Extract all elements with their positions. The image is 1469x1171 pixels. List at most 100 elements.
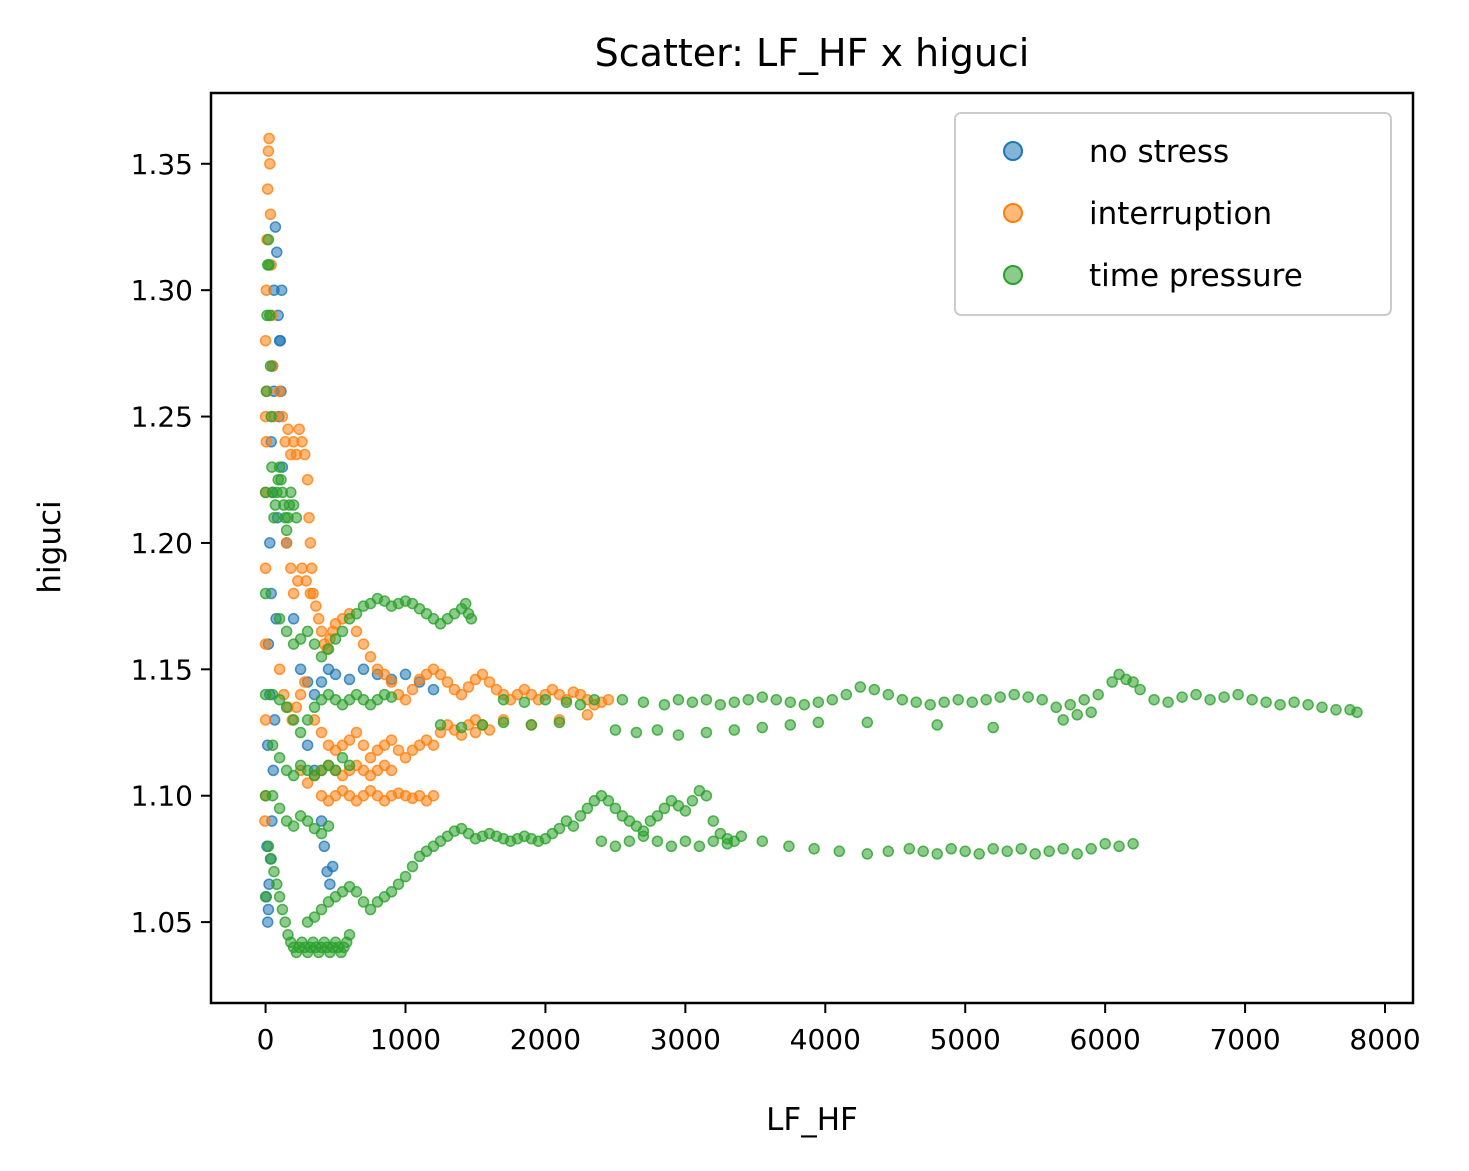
data-point [357, 739, 370, 751]
data-point [268, 511, 280, 524]
data-point [1232, 688, 1244, 701]
data-point [1050, 701, 1062, 714]
data-point [483, 676, 496, 688]
data-point [290, 511, 303, 524]
data-point [287, 714, 300, 726]
data-point [1092, 688, 1104, 701]
data-point [1127, 838, 1139, 850]
legend-marker [1003, 141, 1023, 161]
data-point [260, 436, 273, 448]
data-point [672, 693, 685, 706]
data-point [1134, 683, 1146, 696]
data-point [322, 643, 335, 655]
x-tick-label: 3000 [650, 1023, 721, 1056]
data-point [264, 158, 276, 170]
data-point [707, 815, 720, 827]
data-point [861, 848, 874, 860]
data-point [308, 911, 321, 923]
x-axis-label: LF_HF [766, 1102, 858, 1138]
data-point [987, 721, 999, 734]
data-point [476, 668, 489, 681]
data-point [721, 838, 734, 850]
data-point [262, 145, 275, 157]
data-point [728, 696, 741, 708]
data-point [280, 524, 293, 537]
data-point [1036, 693, 1048, 706]
data-point [268, 865, 280, 878]
data-point [665, 840, 678, 853]
data-point [1113, 840, 1125, 853]
data-point [1071, 848, 1083, 860]
data-point [296, 562, 308, 574]
data-point [917, 845, 929, 858]
data-point [329, 668, 342, 681]
data-point [783, 840, 795, 853]
data-point [553, 716, 566, 729]
data-point [686, 795, 699, 807]
data-point [294, 633, 307, 645]
y-tick-label: 1.20 [131, 527, 193, 560]
data-point [756, 835, 769, 847]
data-point [260, 385, 273, 398]
data-point [931, 848, 943, 860]
data-point [539, 693, 552, 706]
data-point [350, 886, 363, 898]
data-point [469, 726, 482, 739]
data-point [262, 903, 275, 916]
data-point [264, 537, 276, 549]
data-point [343, 759, 356, 772]
data-point [651, 810, 664, 822]
data-point [315, 903, 328, 916]
data-point [459, 597, 472, 610]
data-point [287, 613, 300, 625]
data-point [280, 537, 293, 549]
data-point [966, 696, 978, 708]
x-tick-label: 0 [257, 1023, 275, 1056]
data-point [343, 734, 356, 746]
legend-box [954, 112, 1392, 316]
data-point [264, 309, 276, 322]
plot-frame [209, 91, 1415, 1005]
data-point [364, 903, 377, 916]
x-tick-label: 4000 [790, 1023, 861, 1056]
x-tick-label: 7000 [1209, 1023, 1280, 1056]
data-point [1078, 693, 1090, 706]
data-point [301, 777, 314, 789]
data-point [700, 693, 713, 706]
data-point [651, 835, 664, 847]
data-point [427, 789, 440, 802]
data-point [735, 830, 748, 842]
data-point [588, 693, 601, 706]
y-tick-label: 1.25 [131, 401, 193, 434]
data-point [868, 683, 881, 696]
data-point [896, 693, 909, 706]
data-point [553, 822, 566, 835]
data-point [294, 726, 307, 739]
series-time-pressure [259, 233, 1363, 959]
y-tick-label: 1.35 [131, 148, 193, 181]
data-point [264, 208, 277, 221]
data-point [290, 701, 303, 714]
data-point [261, 183, 274, 195]
data-point [833, 845, 846, 858]
data-point [945, 843, 957, 855]
data-point [324, 878, 336, 890]
data-point [259, 638, 272, 650]
data-point [1176, 691, 1188, 703]
data-point [1260, 696, 1272, 708]
data-point [742, 693, 755, 706]
data-point [308, 638, 321, 650]
data-point [406, 860, 419, 873]
y-tick-label: 1.05 [131, 906, 193, 939]
data-point [399, 752, 412, 764]
data-point [273, 461, 286, 473]
data-point [574, 810, 587, 822]
data-point [259, 714, 272, 726]
data-point [274, 334, 287, 347]
data-point [343, 929, 356, 941]
data-point [595, 835, 608, 847]
data-point [280, 625, 293, 638]
data-point [357, 896, 370, 908]
